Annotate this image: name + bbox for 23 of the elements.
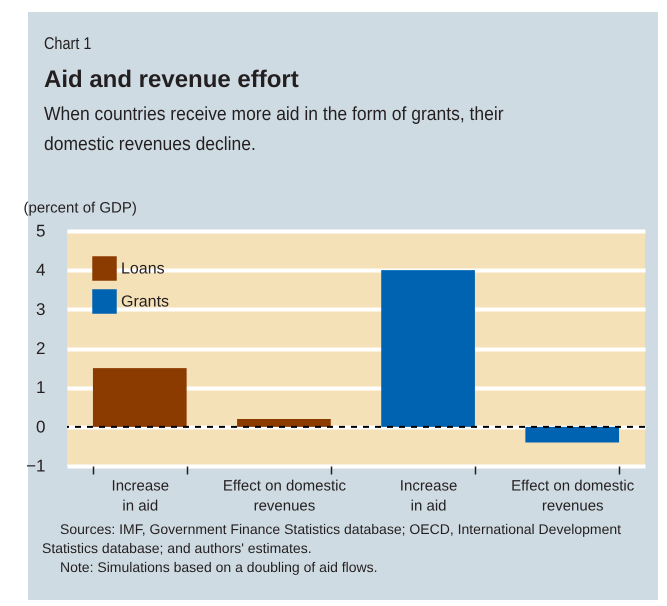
bar: [237, 419, 331, 427]
source-note: Sources: IMF, Government Finance Statistics database; OECD, International Development Statistics database; and authors' estimates.: [42, 520, 622, 558]
y-tick-label: 1: [36, 378, 46, 398]
y-axis-title: (percent of GDP): [24, 200, 137, 216]
bar: [525, 426, 620, 442]
text: Note: Simulations based on a doubling of aid flows.: [59, 558, 379, 577]
y-tick-label: 0: [36, 417, 46, 436]
y-tick-label: 5: [36, 222, 46, 240]
y-tick-label: 2: [36, 339, 46, 358]
x-tick-label: Increase in aid: [400, 478, 458, 514]
legend-label: Loans: [121, 260, 165, 278]
legend-label: Grants: [121, 294, 170, 310]
y-tick-label: −1: [26, 456, 46, 476]
bar: [92, 368, 187, 427]
y-tick-label: 4: [36, 260, 46, 280]
y-tick-label: 3: [36, 300, 46, 319]
x-tick-label: Effect on domestic revenues: [511, 478, 635, 514]
bar: [381, 270, 475, 427]
x-tick-label: Effect on domestic revenues: [222, 478, 346, 514]
chart-subtitle: When countries receive more aid in the form of grants, their domestic revenues decline.: [44, 103, 505, 157]
caption: Chart 1: [44, 34, 92, 54]
chart-title: Aid and revenue effort: [44, 66, 299, 94]
x-tick-label: Increase in aid: [112, 478, 170, 514]
